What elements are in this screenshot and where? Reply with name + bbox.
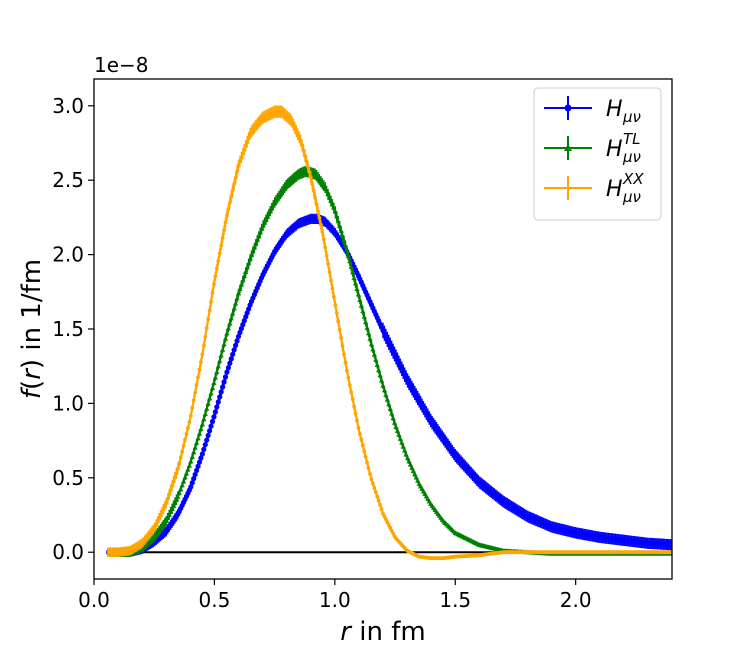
x-axis-label: r in fm — [340, 617, 425, 647]
y-tick-label: 3.0 — [52, 94, 84, 118]
y-tick-label: 1.0 — [52, 391, 84, 415]
y-axis-label-unit: in 1/fm — [17, 259, 47, 359]
x-tick-label: 2.0 — [560, 588, 592, 612]
legend-marker-circle — [565, 105, 572, 112]
y-tick-label: 0.5 — [52, 466, 84, 490]
x-tick-label: 0.5 — [199, 588, 231, 612]
x-tick-label: 1.0 — [319, 588, 351, 612]
y-axis-offset-text: 1e−8 — [94, 53, 149, 77]
y-tick-label: 0.0 — [52, 540, 84, 564]
x-axis-label-unit: in fm — [351, 617, 426, 647]
y-tick-label: 1.5 — [52, 317, 84, 341]
y-tick-label: 2.5 — [52, 168, 84, 192]
y-axis-label: f(r) in 1/fm — [17, 259, 47, 399]
x-tick-label: 0.0 — [78, 588, 110, 612]
x-tick-label: 1.5 — [439, 588, 471, 612]
y-tick-label: 2.0 — [52, 243, 84, 267]
